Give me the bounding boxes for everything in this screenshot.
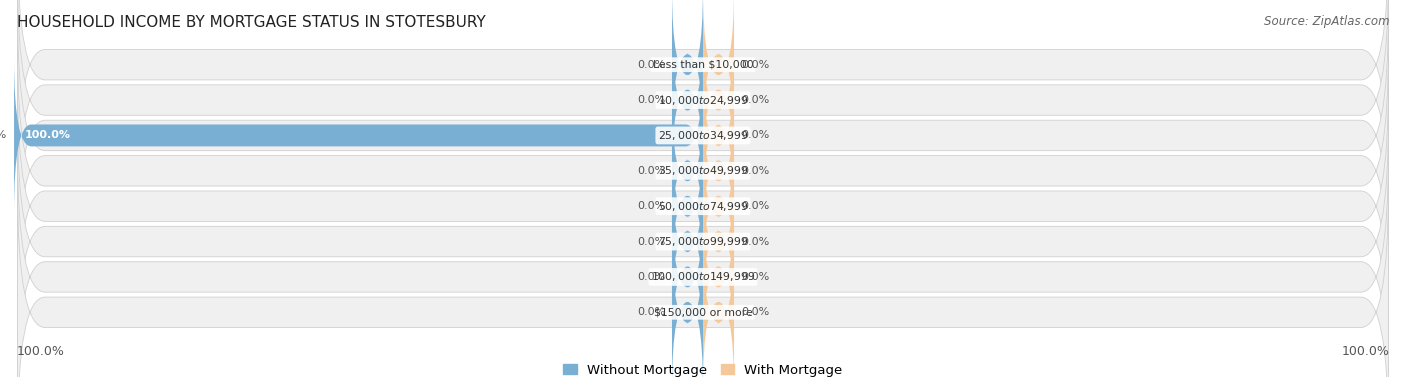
FancyBboxPatch shape xyxy=(672,164,703,319)
Text: 0.0%: 0.0% xyxy=(741,130,769,141)
FancyBboxPatch shape xyxy=(672,235,703,377)
FancyBboxPatch shape xyxy=(17,0,1389,191)
Text: Less than $10,000: Less than $10,000 xyxy=(652,60,754,70)
Text: 0.0%: 0.0% xyxy=(637,272,665,282)
FancyBboxPatch shape xyxy=(672,199,703,354)
Text: 0.0%: 0.0% xyxy=(637,166,665,176)
FancyBboxPatch shape xyxy=(703,235,734,377)
Text: 0.0%: 0.0% xyxy=(637,60,665,70)
Text: $75,000 to $99,999: $75,000 to $99,999 xyxy=(658,235,748,248)
Text: HOUSEHOLD INCOME BY MORTGAGE STATUS IN STOTESBURY: HOUSEHOLD INCOME BY MORTGAGE STATUS IN S… xyxy=(17,15,485,30)
Text: $35,000 to $49,999: $35,000 to $49,999 xyxy=(658,164,748,177)
Text: 100.0%: 100.0% xyxy=(0,130,7,141)
Text: 100.0%: 100.0% xyxy=(1341,345,1389,358)
Text: 0.0%: 0.0% xyxy=(741,166,769,176)
FancyBboxPatch shape xyxy=(14,58,703,213)
Text: 0.0%: 0.0% xyxy=(741,201,769,211)
FancyBboxPatch shape xyxy=(703,199,734,354)
Text: 100.0%: 100.0% xyxy=(24,130,70,141)
FancyBboxPatch shape xyxy=(17,115,1389,368)
FancyBboxPatch shape xyxy=(672,0,703,142)
FancyBboxPatch shape xyxy=(17,9,1389,262)
Text: 0.0%: 0.0% xyxy=(741,95,769,105)
Text: 0.0%: 0.0% xyxy=(741,307,769,317)
FancyBboxPatch shape xyxy=(703,58,734,213)
Text: 0.0%: 0.0% xyxy=(741,60,769,70)
Text: 0.0%: 0.0% xyxy=(741,236,769,247)
FancyBboxPatch shape xyxy=(703,23,734,178)
Text: 100.0%: 100.0% xyxy=(17,345,65,358)
FancyBboxPatch shape xyxy=(17,0,1389,226)
FancyBboxPatch shape xyxy=(703,129,734,284)
Text: $100,000 to $149,999: $100,000 to $149,999 xyxy=(651,270,755,284)
Text: 0.0%: 0.0% xyxy=(637,307,665,317)
Text: $150,000 or more: $150,000 or more xyxy=(654,307,752,317)
Text: 0.0%: 0.0% xyxy=(637,95,665,105)
FancyBboxPatch shape xyxy=(17,80,1389,333)
Text: 0.0%: 0.0% xyxy=(741,272,769,282)
Text: 0.0%: 0.0% xyxy=(637,236,665,247)
Text: $25,000 to $34,999: $25,000 to $34,999 xyxy=(658,129,748,142)
Text: 0.0%: 0.0% xyxy=(637,201,665,211)
FancyBboxPatch shape xyxy=(17,44,1389,297)
Legend: Without Mortgage, With Mortgage: Without Mortgage, With Mortgage xyxy=(564,364,842,377)
Text: Source: ZipAtlas.com: Source: ZipAtlas.com xyxy=(1264,15,1389,28)
Text: $50,000 to $74,999: $50,000 to $74,999 xyxy=(658,200,748,213)
FancyBboxPatch shape xyxy=(703,93,734,248)
FancyBboxPatch shape xyxy=(672,129,703,284)
FancyBboxPatch shape xyxy=(672,23,703,178)
Text: $10,000 to $24,999: $10,000 to $24,999 xyxy=(658,93,748,107)
FancyBboxPatch shape xyxy=(17,186,1389,377)
FancyBboxPatch shape xyxy=(17,151,1389,377)
FancyBboxPatch shape xyxy=(703,0,734,142)
FancyBboxPatch shape xyxy=(703,164,734,319)
FancyBboxPatch shape xyxy=(672,93,703,248)
